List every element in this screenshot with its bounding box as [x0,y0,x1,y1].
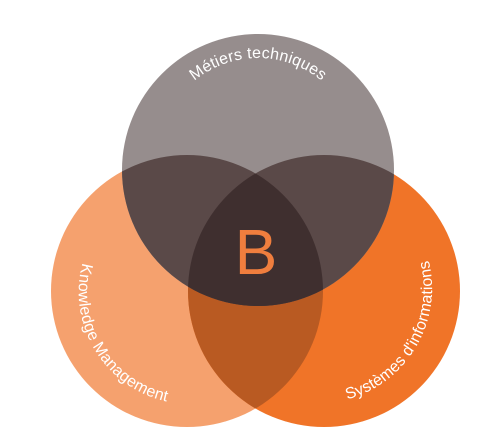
center-letter: B [235,216,278,288]
overlap-center [188,155,323,306]
